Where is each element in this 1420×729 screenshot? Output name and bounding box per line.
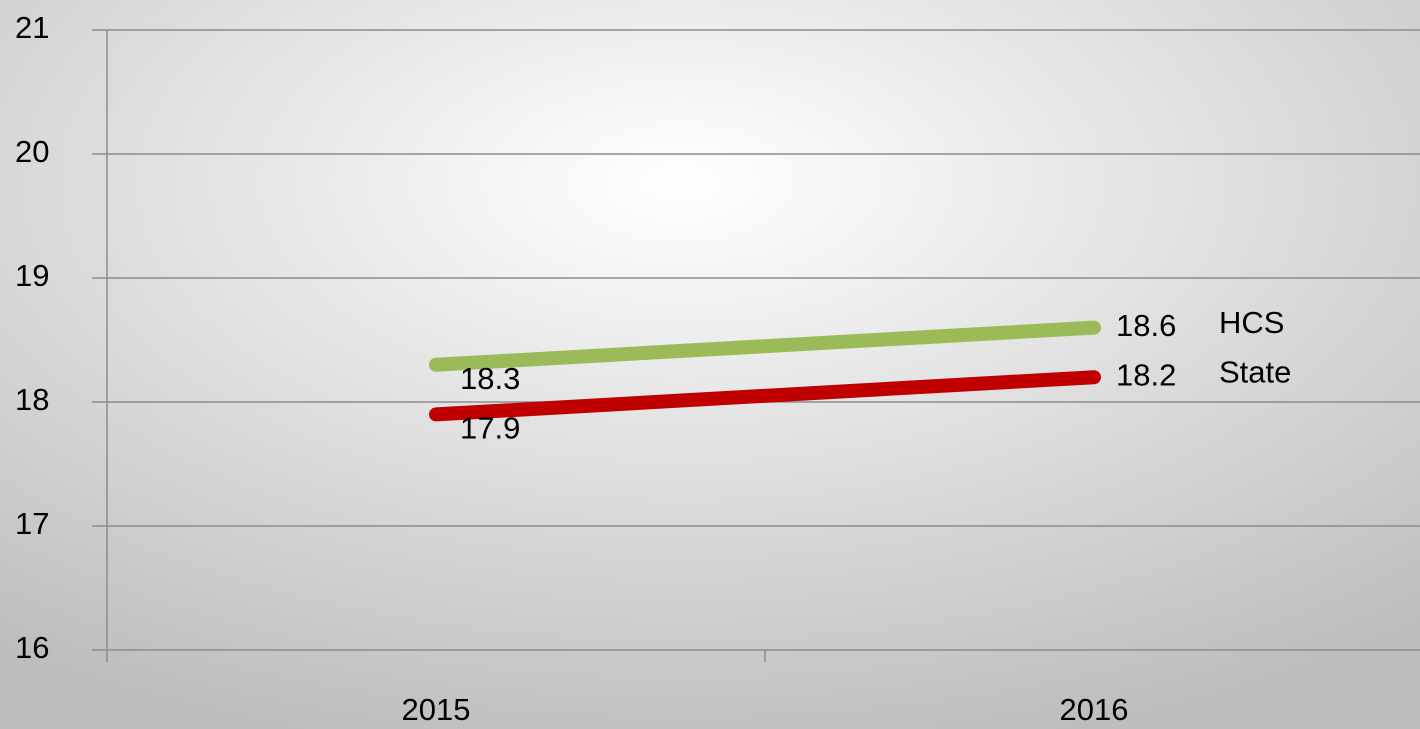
x-tick-label: 2016 [1060,692,1129,727]
y-tick-label: 21 [15,10,49,45]
data-label: 18.2 [1116,357,1176,392]
y-tick-label: 19 [15,258,49,293]
y-tick-label: 16 [15,630,49,665]
y-tick-label: 18 [15,382,49,417]
y-tick-label: 17 [15,506,49,541]
data-label: 18.6 [1116,308,1176,343]
y-tick-label: 20 [15,134,49,169]
series-line [429,320,1101,372]
series-label: HCS [1219,305,1284,340]
series-line [429,370,1101,422]
series-label: State [1219,354,1291,389]
data-label: 17.9 [460,411,520,446]
x-tick-label: 2015 [402,692,471,727]
data-label: 18.3 [460,361,520,396]
